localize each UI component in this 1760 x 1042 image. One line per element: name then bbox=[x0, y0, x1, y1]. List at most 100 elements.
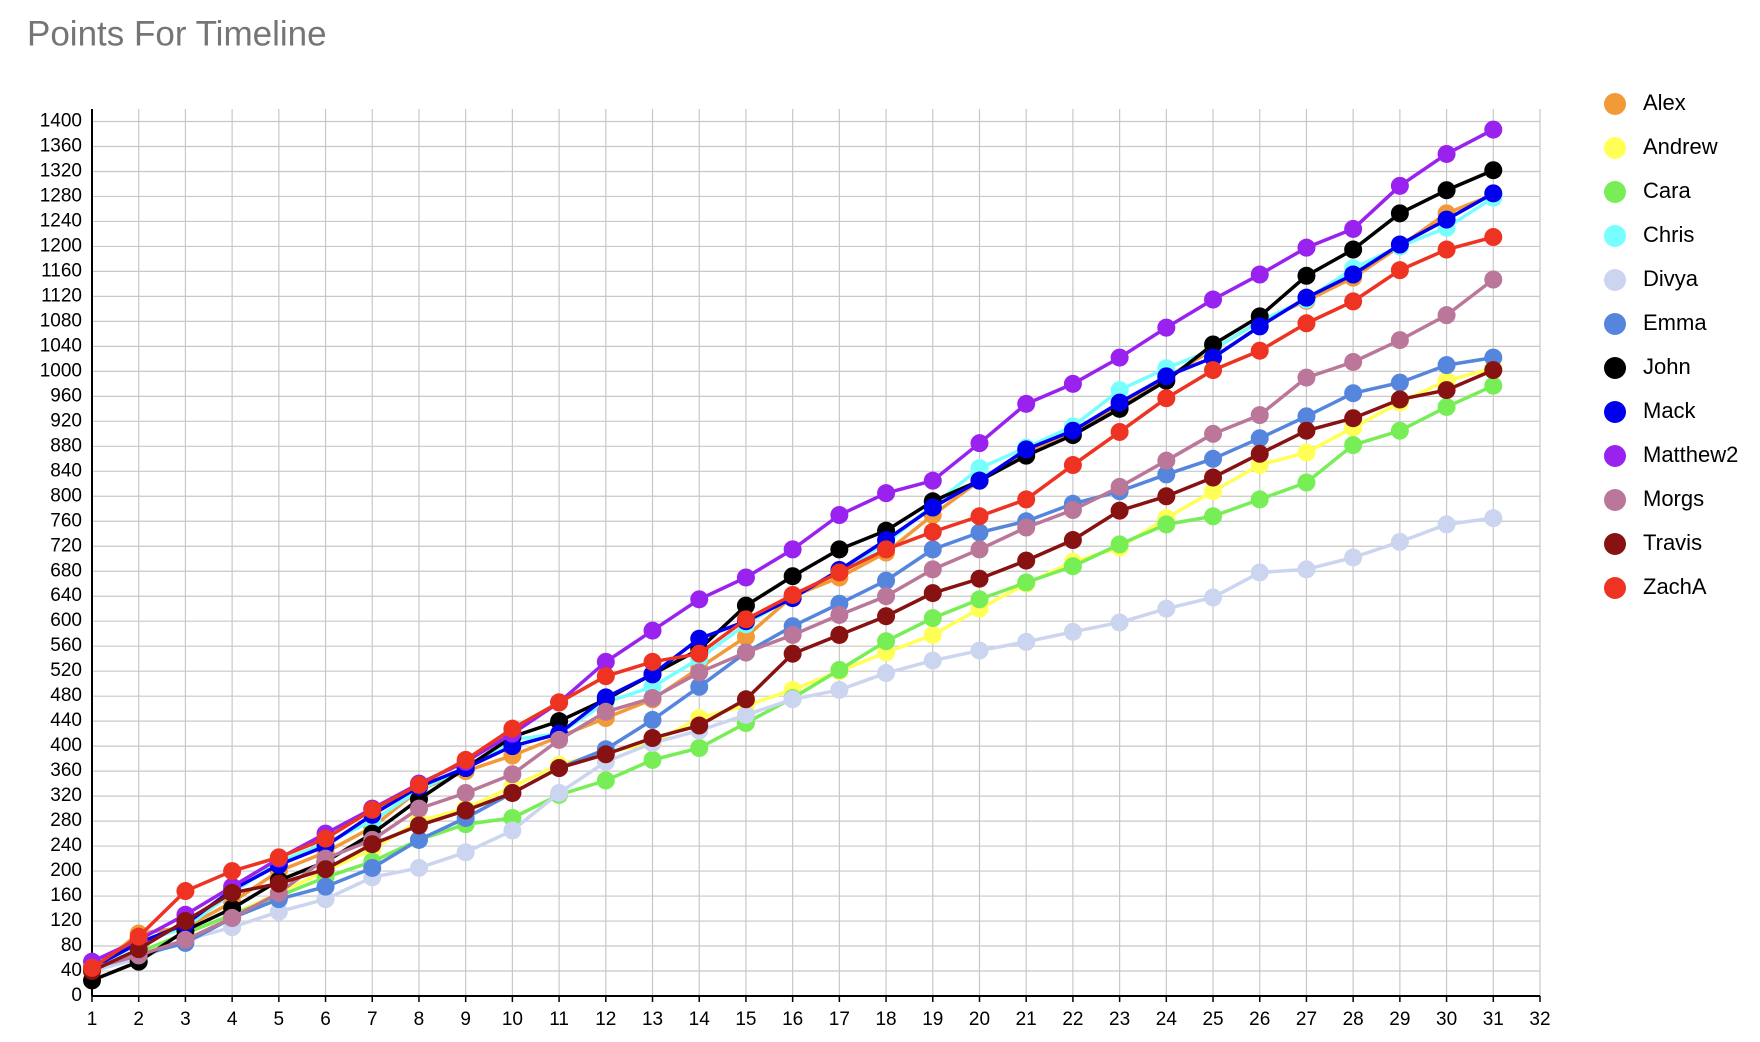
data-point bbox=[1157, 367, 1176, 386]
data-point bbox=[1157, 318, 1176, 337]
y-tick-label: 1240 bbox=[40, 210, 82, 231]
data-point bbox=[1484, 509, 1503, 528]
y-tick-label: 80 bbox=[61, 935, 82, 956]
data-point bbox=[550, 693, 569, 712]
data-point bbox=[643, 710, 662, 729]
data-point bbox=[409, 799, 428, 818]
data-point bbox=[550, 783, 569, 802]
data-point bbox=[1063, 531, 1082, 550]
x-tick-label: 5 bbox=[274, 1009, 285, 1030]
data-point bbox=[1063, 374, 1082, 393]
x-tick-label: 17 bbox=[829, 1009, 850, 1030]
x-tick-label: 9 bbox=[460, 1009, 471, 1030]
data-point bbox=[877, 587, 896, 606]
data-point bbox=[643, 652, 662, 671]
x-tick-label: 27 bbox=[1296, 1009, 1317, 1030]
data-point bbox=[1297, 238, 1316, 257]
data-point bbox=[409, 816, 428, 835]
data-point bbox=[1390, 373, 1409, 392]
data-point bbox=[1204, 290, 1223, 309]
data-point bbox=[970, 434, 989, 453]
data-point bbox=[923, 651, 942, 670]
y-tick-label: 680 bbox=[50, 560, 82, 581]
legend-label: Travis bbox=[1643, 530, 1702, 555]
x-tick-label: 20 bbox=[969, 1009, 990, 1030]
data-point bbox=[643, 621, 662, 640]
data-point bbox=[830, 506, 849, 525]
chart-title: Points For Timeline bbox=[27, 14, 327, 53]
data-point bbox=[830, 563, 849, 582]
x-tick-label: 30 bbox=[1436, 1009, 1457, 1030]
y-tick-label: 960 bbox=[50, 385, 82, 406]
data-point bbox=[1204, 482, 1223, 501]
data-point bbox=[1437, 181, 1456, 200]
data-point bbox=[877, 540, 896, 559]
data-point bbox=[1017, 440, 1036, 459]
legend-marker bbox=[1604, 225, 1626, 247]
x-tick-label: 15 bbox=[735, 1009, 756, 1030]
x-tick-label: 6 bbox=[320, 1009, 331, 1030]
data-point bbox=[736, 643, 755, 662]
data-point bbox=[550, 730, 569, 749]
data-point bbox=[1297, 443, 1316, 462]
data-point bbox=[830, 660, 849, 679]
data-point bbox=[1204, 468, 1223, 487]
data-point bbox=[456, 783, 475, 802]
data-point bbox=[877, 607, 896, 626]
data-point bbox=[830, 625, 849, 644]
data-point bbox=[223, 862, 242, 881]
data-point bbox=[1017, 551, 1036, 570]
data-point bbox=[643, 729, 662, 748]
data-point bbox=[1063, 456, 1082, 475]
data-point bbox=[736, 690, 755, 709]
x-tick-label: 8 bbox=[414, 1009, 425, 1030]
data-point bbox=[1157, 451, 1176, 470]
data-point bbox=[970, 459, 989, 478]
data-point bbox=[1204, 424, 1223, 443]
y-tick-label: 120 bbox=[50, 910, 82, 931]
data-point bbox=[1297, 368, 1316, 387]
legend-marker bbox=[1604, 445, 1626, 467]
data-point bbox=[877, 571, 896, 590]
data-point bbox=[1297, 314, 1316, 333]
data-point bbox=[830, 605, 849, 624]
x-tick-label: 14 bbox=[689, 1009, 711, 1030]
data-point bbox=[1437, 356, 1456, 375]
data-point bbox=[690, 629, 709, 648]
x-tick-label: 18 bbox=[875, 1009, 896, 1030]
data-point bbox=[1484, 120, 1503, 139]
data-point bbox=[1390, 421, 1409, 440]
y-tick-label: 1080 bbox=[40, 310, 82, 331]
y-tick-label: 40 bbox=[61, 960, 82, 981]
data-point bbox=[970, 523, 989, 542]
data-point bbox=[83, 958, 101, 977]
data-point bbox=[596, 667, 615, 686]
y-tick-label: 440 bbox=[50, 710, 82, 731]
data-point bbox=[1063, 501, 1082, 520]
x-tick-label: 25 bbox=[1202, 1009, 1223, 1030]
data-point bbox=[1297, 407, 1316, 426]
data-point bbox=[1250, 563, 1269, 582]
y-tick-label: 480 bbox=[50, 685, 82, 706]
data-point bbox=[1437, 381, 1456, 400]
data-point bbox=[690, 739, 709, 758]
y-tick-label: 920 bbox=[50, 410, 82, 431]
x-tick-label: 24 bbox=[1156, 1009, 1178, 1030]
data-point bbox=[1157, 487, 1176, 506]
data-point bbox=[1204, 361, 1223, 380]
data-point bbox=[783, 567, 802, 586]
data-point bbox=[783, 540, 802, 559]
legend-label: Andrew bbox=[1643, 134, 1718, 159]
data-point bbox=[690, 590, 709, 609]
data-point bbox=[877, 632, 896, 651]
data-point bbox=[1110, 535, 1129, 554]
y-tick-label: 160 bbox=[50, 885, 82, 906]
data-point bbox=[1157, 515, 1176, 534]
data-point bbox=[596, 702, 615, 721]
data-point bbox=[923, 560, 942, 579]
data-point bbox=[783, 690, 802, 709]
x-tick-label: 12 bbox=[595, 1009, 616, 1030]
data-point bbox=[690, 716, 709, 735]
x-tick-label: 7 bbox=[367, 1009, 378, 1030]
